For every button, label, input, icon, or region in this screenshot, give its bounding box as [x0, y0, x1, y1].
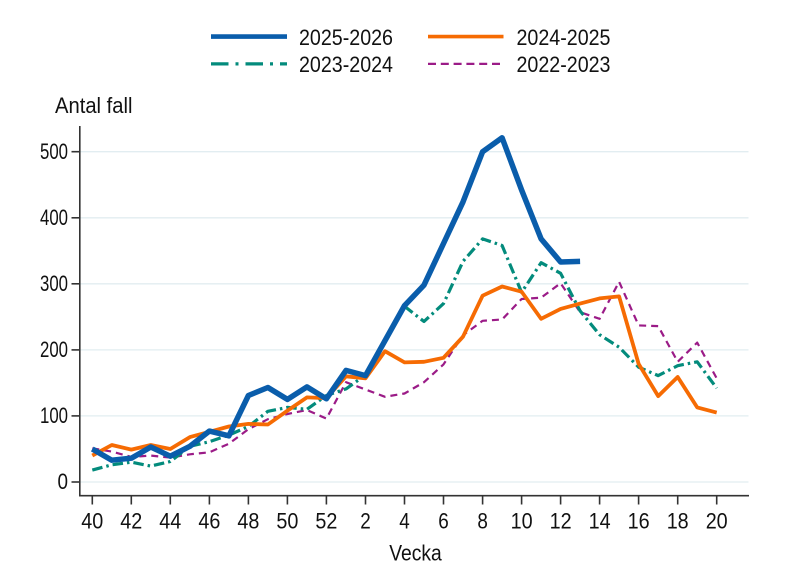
svg-text:500: 500 — [40, 139, 68, 164]
svg-text:2025-2026: 2025-2026 — [299, 25, 393, 50]
svg-text:2023-2024: 2023-2024 — [299, 52, 393, 77]
svg-text:100: 100 — [40, 403, 68, 428]
svg-text:18: 18 — [667, 508, 689, 533]
svg-text:10: 10 — [511, 508, 533, 533]
svg-text:16: 16 — [628, 508, 650, 533]
svg-text:2024-2025: 2024-2025 — [517, 25, 611, 50]
svg-text:Antal fall: Antal fall — [55, 93, 133, 118]
svg-text:20: 20 — [706, 508, 728, 533]
svg-text:4: 4 — [399, 508, 410, 533]
svg-text:0: 0 — [58, 469, 69, 494]
svg-text:14: 14 — [589, 508, 611, 533]
svg-text:300: 300 — [40, 271, 68, 296]
svg-text:2: 2 — [360, 508, 371, 533]
svg-text:8: 8 — [477, 508, 488, 533]
svg-text:44: 44 — [159, 508, 181, 533]
svg-text:400: 400 — [40, 205, 68, 230]
svg-text:52: 52 — [315, 508, 337, 533]
svg-text:12: 12 — [550, 508, 572, 533]
svg-text:48: 48 — [237, 508, 259, 533]
svg-text:50: 50 — [276, 508, 298, 533]
svg-text:46: 46 — [198, 508, 220, 533]
svg-text:6: 6 — [438, 508, 449, 533]
svg-text:40: 40 — [81, 508, 103, 533]
svg-text:Vecka: Vecka — [389, 541, 442, 566]
svg-text:42: 42 — [120, 508, 142, 533]
svg-text:200: 200 — [40, 337, 68, 362]
svg-text:2022-2023: 2022-2023 — [517, 52, 611, 77]
